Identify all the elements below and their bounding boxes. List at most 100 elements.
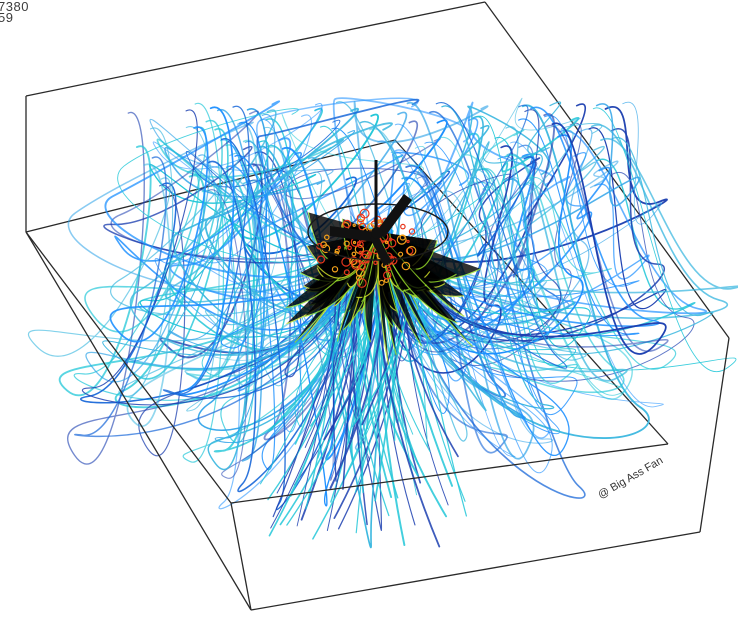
streamline bbox=[387, 141, 560, 435]
ceiling-fan-icon bbox=[307, 160, 449, 266]
box-edge bbox=[25, 231, 232, 504]
streamline bbox=[162, 105, 380, 399]
core-swirl bbox=[364, 258, 370, 264]
streamline bbox=[82, 109, 380, 406]
box-edge bbox=[25, 1, 486, 97]
core-swirl bbox=[342, 219, 352, 229]
streamline bbox=[378, 137, 714, 356]
core-swirl bbox=[334, 248, 340, 254]
streamline bbox=[117, 108, 364, 263]
streamline bbox=[182, 103, 384, 463]
core-swirl bbox=[386, 266, 392, 271]
streamline bbox=[387, 153, 628, 382]
streamline bbox=[386, 124, 669, 352]
streamline bbox=[156, 138, 373, 250]
core-swirl bbox=[400, 223, 406, 230]
frame-counter-line-1: 7380 bbox=[0, 0, 29, 14]
core-swirl bbox=[351, 251, 357, 257]
core-swirl bbox=[320, 241, 328, 249]
streamline bbox=[387, 134, 584, 355]
streamline bbox=[220, 138, 372, 511]
core-swirl bbox=[351, 260, 361, 270]
streamline bbox=[388, 111, 586, 499]
fan-blade-circle bbox=[307, 203, 449, 261]
streamline bbox=[85, 154, 367, 383]
box-edge bbox=[699, 337, 730, 533]
streamline bbox=[258, 146, 390, 549]
streamline bbox=[367, 105, 555, 410]
core-swirl bbox=[398, 251, 404, 257]
streamline bbox=[390, 170, 508, 454]
core-swirl bbox=[405, 247, 414, 255]
streamline bbox=[110, 152, 389, 317]
fan-blade bbox=[376, 194, 412, 238]
streamline bbox=[84, 170, 365, 333]
core-swirl bbox=[323, 234, 330, 241]
streamline bbox=[195, 163, 392, 510]
core-swirl bbox=[373, 260, 378, 266]
core-swirl bbox=[352, 240, 357, 245]
box-edge bbox=[25, 231, 252, 611]
core-swirl bbox=[396, 234, 407, 245]
core-swirl bbox=[352, 223, 356, 227]
core-swirl bbox=[401, 261, 411, 271]
streamline bbox=[225, 165, 393, 392]
streamline bbox=[359, 121, 487, 412]
frame-counter-label: 7380 59 bbox=[0, 0, 29, 24]
streamline bbox=[382, 122, 667, 355]
streamline bbox=[386, 102, 535, 460]
streamline bbox=[380, 183, 650, 321]
streamline bbox=[207, 189, 387, 479]
streamline bbox=[164, 147, 368, 249]
bounding-box-front bbox=[25, 231, 730, 611]
streamline bbox=[185, 119, 372, 253]
streamline bbox=[335, 101, 468, 442]
streamline bbox=[384, 124, 553, 474]
streamline bbox=[74, 156, 388, 438]
streamline bbox=[139, 140, 390, 338]
streamline bbox=[377, 231, 458, 324]
core-swirl bbox=[343, 269, 350, 276]
streamline bbox=[368, 129, 708, 315]
core-swirl bbox=[406, 239, 410, 244]
streamline bbox=[374, 107, 737, 372]
streamline bbox=[379, 106, 660, 328]
streamline bbox=[388, 168, 578, 384]
core-swirl bbox=[316, 255, 326, 264]
core-swirl bbox=[356, 218, 364, 226]
streamline bbox=[378, 118, 640, 337]
core-swirl bbox=[358, 250, 363, 255]
box-edge bbox=[230, 443, 669, 504]
core-swirl bbox=[367, 223, 375, 231]
core-swirl bbox=[337, 245, 341, 250]
streamline bbox=[379, 123, 603, 254]
streamline bbox=[377, 190, 554, 444]
core-swirl bbox=[355, 274, 362, 281]
core-swirl bbox=[406, 245, 417, 256]
core-swirl bbox=[356, 213, 366, 223]
core-swirl bbox=[377, 219, 382, 224]
streamline bbox=[109, 126, 389, 343]
streamline bbox=[370, 176, 612, 284]
fan-blade bbox=[370, 232, 392, 266]
streamline bbox=[126, 163, 384, 427]
streamline bbox=[177, 106, 378, 396]
core-swirl bbox=[358, 222, 367, 231]
core-swirl bbox=[343, 240, 350, 247]
core-swirl bbox=[383, 271, 392, 280]
streamline bbox=[285, 182, 411, 354]
box-edge bbox=[230, 502, 252, 611]
streamline bbox=[363, 145, 513, 374]
core-swirl bbox=[347, 245, 352, 251]
core-swirl bbox=[368, 251, 373, 256]
streamline bbox=[363, 149, 551, 439]
streamline bbox=[371, 151, 516, 458]
core-swirl bbox=[378, 279, 385, 286]
core-swirl bbox=[356, 278, 367, 288]
streamline bbox=[387, 102, 568, 369]
fan-blade bbox=[330, 226, 376, 242]
streamline bbox=[382, 101, 662, 289]
streamline bbox=[207, 161, 370, 493]
box-edge bbox=[250, 531, 701, 611]
